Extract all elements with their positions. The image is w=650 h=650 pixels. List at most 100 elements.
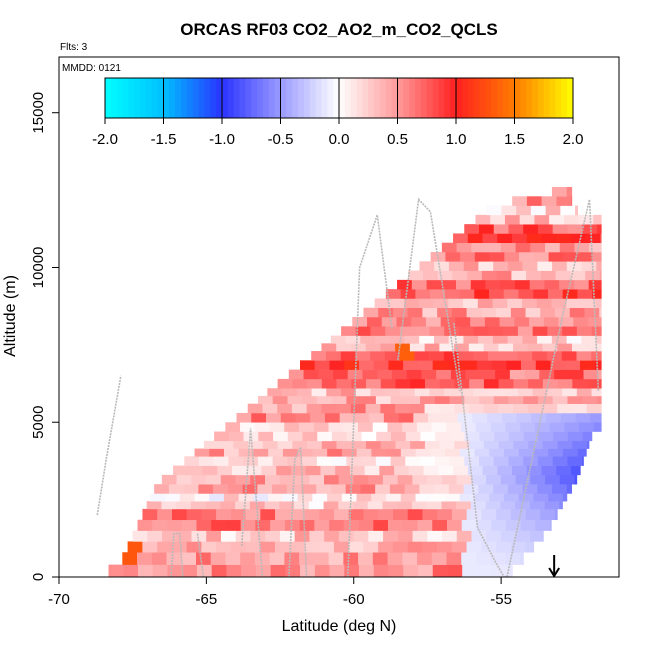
heatmap-cell [365, 440, 382, 449]
heatmap-cell [532, 351, 548, 361]
heatmap-cell [382, 501, 398, 510]
heatmap-cell [541, 233, 557, 244]
colorbar-segment [181, 78, 188, 118]
colorbar-segment [450, 78, 457, 118]
heatmap-cell [367, 317, 383, 327]
heatmap-cell [398, 412, 414, 423]
heatmap-cell [373, 360, 389, 370]
heatmap-cell [515, 242, 531, 253]
heatmap-cell [438, 465, 454, 476]
colorbar-segment [192, 78, 199, 118]
heatmap-cell [392, 307, 408, 318]
heatmap-cell [282, 493, 298, 502]
heatmap-cell [568, 369, 584, 380]
heatmap-cell [388, 564, 404, 578]
colorbar-segment [233, 78, 240, 118]
heatmap-cell [525, 508, 541, 521]
heatmap-cell [496, 270, 512, 281]
heatmap-cell [363, 541, 379, 553]
heatmap-cell [474, 289, 490, 299]
heatmap-cell [599, 307, 602, 318]
heatmap-cell [523, 395, 539, 404]
heatmap-cell [225, 519, 241, 531]
heatmap-cell [376, 431, 392, 442]
heatmap-cell [437, 541, 453, 553]
colorbar-segment [315, 78, 322, 118]
heatmap-cell [572, 378, 588, 389]
heatmap-cell [493, 456, 509, 466]
heatmap-cell [591, 326, 602, 336]
heatmap-cell [406, 369, 422, 380]
heatmap-cell [526, 196, 542, 206]
heatmap-cell [503, 388, 519, 397]
heatmap-cell [417, 519, 433, 531]
heatmap-cell [312, 493, 328, 502]
heatmap-cell [448, 484, 464, 494]
heatmap-cell [418, 298, 434, 309]
heatmap-cell [543, 317, 559, 327]
colorbar-segment [385, 78, 393, 118]
heatmap-cell [329, 519, 345, 531]
heatmap-cell [550, 519, 552, 531]
heatmap-cell [516, 412, 532, 423]
colorbar-segment [280, 78, 287, 118]
heatmap-cell [203, 440, 219, 449]
heatmap-cell [573, 279, 589, 290]
heatmap-cell [373, 519, 389, 531]
heatmap-cell [338, 530, 354, 542]
heatmap-cell [360, 335, 376, 344]
heatmap-cell [365, 343, 381, 352]
heatmap-cell [414, 388, 430, 397]
heatmap-cell [433, 298, 449, 309]
heatmap-cell [426, 501, 442, 510]
heatmap-cell [459, 448, 475, 457]
heatmap-cell [497, 465, 513, 476]
heatmap-cell [456, 242, 472, 253]
heatmap-cell [166, 552, 182, 565]
colorbar-segment [286, 78, 293, 118]
x-tick-label: -65 [196, 591, 218, 608]
heatmap-cell [362, 369, 378, 380]
heatmap-cell [505, 422, 521, 432]
heatmap-cell [575, 412, 591, 423]
heatmap-cell [181, 519, 197, 531]
heatmap-cell [206, 474, 222, 485]
heatmap-cell [503, 326, 519, 336]
heatmap-cell [233, 440, 249, 449]
heatmap-cell [343, 422, 359, 432]
heatmap-cell [403, 564, 419, 578]
heatmap-cell [317, 431, 333, 442]
colorbar-tick-label: 0.5 [387, 131, 408, 148]
heatmap-cell [538, 395, 554, 404]
heatmap-cell [395, 378, 411, 389]
heatmap-cell [279, 474, 295, 485]
heatmap-cell [444, 493, 461, 502]
heatmap-cell [378, 307, 394, 318]
heatmap-cell [478, 335, 494, 344]
heatmap-cell [474, 448, 490, 457]
heatmap-cell [432, 564, 448, 578]
flight-track-1 [96, 375, 122, 516]
heatmap-cell [587, 440, 590, 449]
heatmap-cell [472, 412, 488, 423]
colorbar-segment [403, 78, 410, 118]
heatmap-cell [471, 242, 487, 253]
heatmap-cell [321, 343, 337, 352]
x-tick-label: -60 [343, 591, 365, 608]
heatmap-cell [346, 431, 362, 442]
heatmap-cell [390, 431, 407, 442]
heatmap-cell [297, 448, 313, 457]
heatmap-cell [483, 343, 499, 352]
heatmap-cell [157, 541, 173, 553]
colorbar-segment [397, 78, 404, 118]
heatmap-cell [430, 448, 446, 457]
heatmap-cell [523, 224, 539, 234]
heatmap-cell [190, 501, 206, 510]
heatmap-cell [521, 360, 537, 370]
heatmap-cell [485, 501, 501, 510]
heatmap-cell [510, 541, 526, 553]
heatmap-cell [389, 335, 405, 344]
heatmap-cell [519, 214, 535, 225]
heatmap-cell [549, 214, 565, 225]
heatmap-cell [147, 530, 163, 542]
